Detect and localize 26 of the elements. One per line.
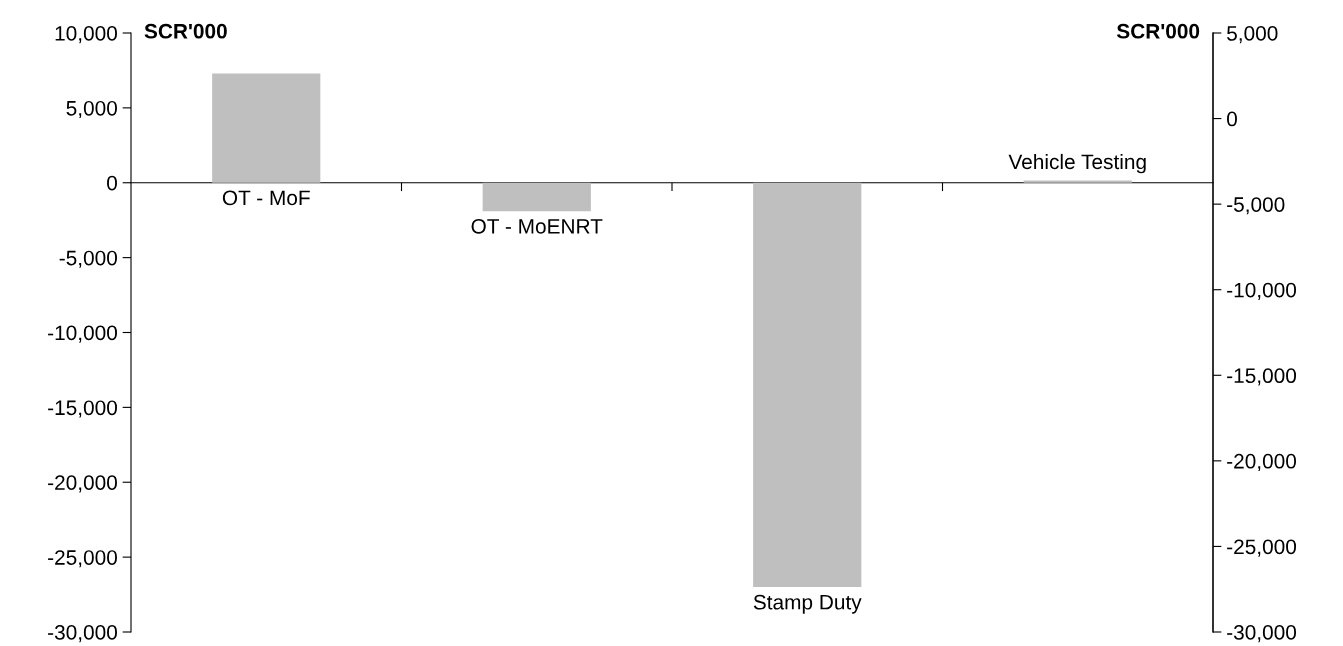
- y-tick-label: 5,000: [66, 100, 117, 119]
- y2-tick-label: -30,000: [1227, 625, 1297, 643]
- y-tick-label: -30,000: [48, 625, 117, 643]
- bar: [212, 73, 321, 183]
- y-tick-label: 10,000: [55, 26, 117, 44]
- y-axis-title: SCR'000: [144, 23, 227, 39]
- y2-tick-label: -5,000: [1227, 197, 1285, 215]
- y2-tick-label: -20,000: [1227, 453, 1297, 472]
- x-tick-label: Stamp Duty: [753, 594, 862, 614]
- y-tick-label: -20,000: [48, 475, 117, 493]
- y-tick-label: 0: [107, 175, 117, 191]
- y2-tick-label: 0: [1227, 111, 1237, 127]
- y-tick-label: -15,000: [48, 400, 117, 418]
- y-tick-label: -5,000: [59, 250, 117, 268]
- bar: [753, 182, 862, 588]
- y2-axis-title: SCR'000: [1116, 23, 1200, 39]
- y2-tick-label: -10,000: [1227, 282, 1297, 300]
- y2-tick-label: -25,000: [1227, 539, 1297, 557]
- x-tick-label: OT - MoENRT: [471, 218, 603, 234]
- y2-tick-label: 5,000: [1227, 26, 1278, 44]
- y2-tick-label: -15,000: [1227, 368, 1297, 386]
- bar: [482, 182, 591, 212]
- x-tick-label: Vehicle Testing: [1008, 153, 1146, 174]
- y-tick-label: -10,000: [48, 325, 117, 343]
- x-tick-label: OT - MoF: [222, 190, 310, 206]
- y-tick-label: -25,000: [48, 550, 117, 568]
